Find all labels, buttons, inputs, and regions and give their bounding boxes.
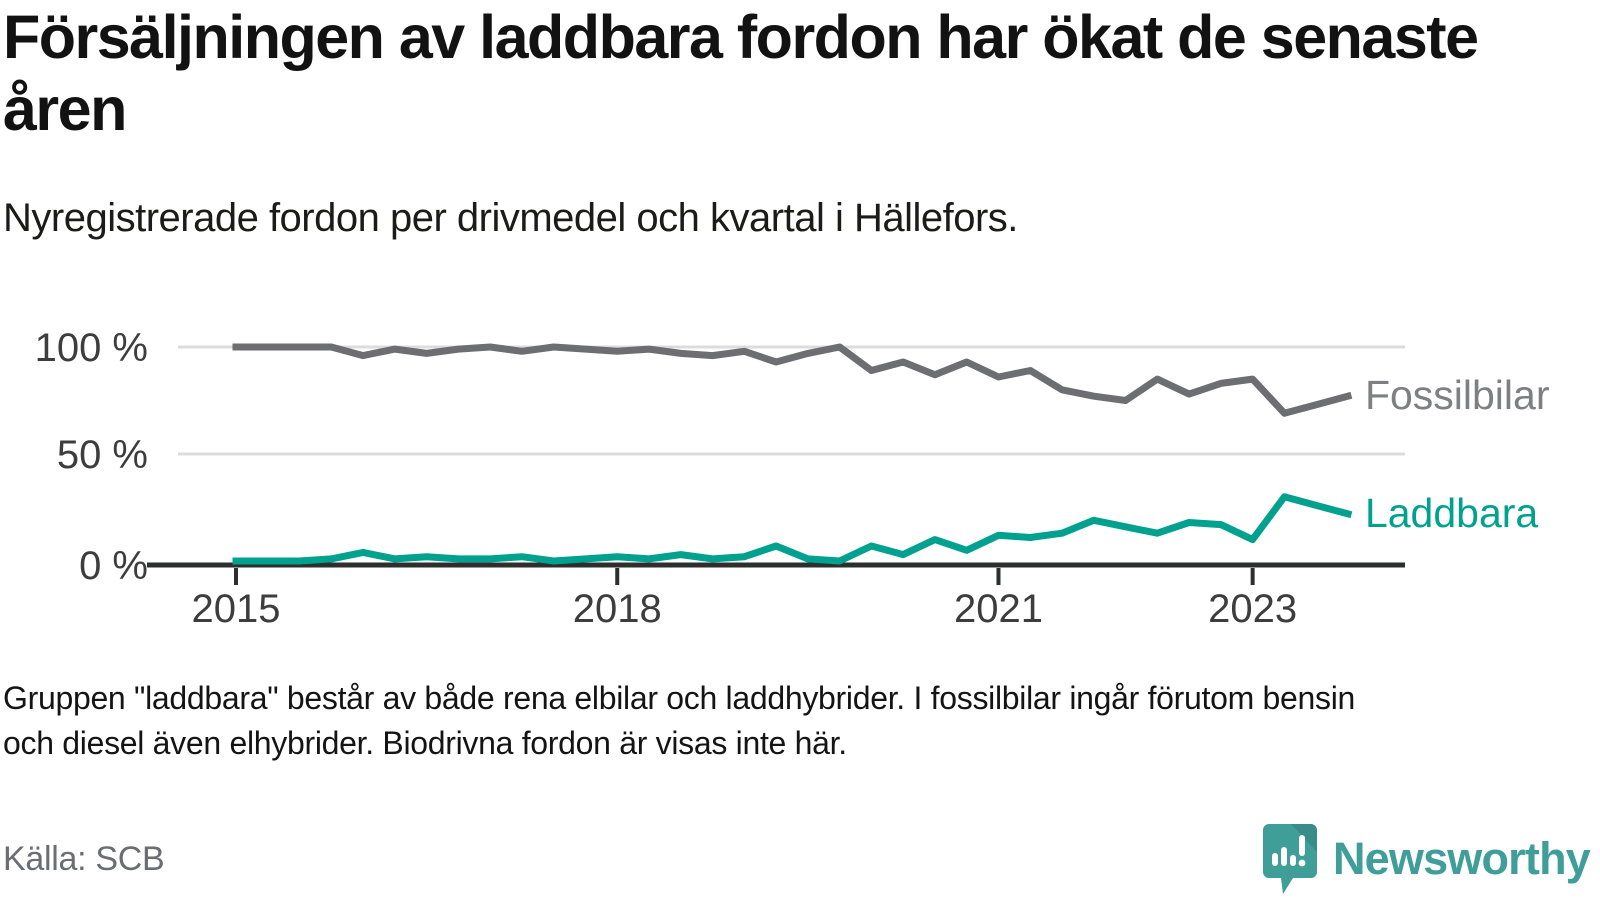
y-tick-label-0: 0 % [79, 544, 148, 588]
page-subtitle: Nyregistrerade fordon per drivmedel och … [3, 196, 1018, 240]
x-tick-label-2018: 2018 [573, 587, 662, 631]
x-tick-label-2023: 2023 [1208, 587, 1297, 631]
source-label: Källa: SCB [3, 840, 165, 878]
series-line-laddbara [232, 493, 1353, 565]
y-tick-label-100: 100 % [35, 326, 148, 370]
page-title: Försäljningen av laddbara fordon har öka… [3, 3, 1479, 143]
newsworthy-logo: Newsworthy [1261, 822, 1591, 896]
line-chart: 2015 2018 2021 2023 100 % 50 % 0 % Fossilbilar L… [35, 326, 1550, 631]
series-label-laddbara: Laddbara [1365, 490, 1538, 536]
series-label-fossilbilar: Fossilbilar [1365, 372, 1550, 418]
footnote-line-2: och diesel även elhybrider. Biodrivna fo… [3, 725, 847, 762]
newsworthy-wordmark: Newsworthy [1332, 833, 1591, 884]
x-tick-label-2021: 2021 [954, 587, 1043, 631]
footnote-line-1: Gruppen "laddbara" består av både rena e… [3, 680, 1356, 716]
newsworthy-logo-icon [1262, 824, 1317, 894]
logo-bar-chart-icon [1271, 835, 1306, 867]
footnote: Gruppen "laddbara" består av både rena e… [3, 676, 1563, 767]
x-tick-label-2015: 2015 [192, 587, 281, 631]
y-tick-label-50: 50 % [57, 433, 148, 477]
series-line-fossilbilar [232, 343, 1353, 417]
